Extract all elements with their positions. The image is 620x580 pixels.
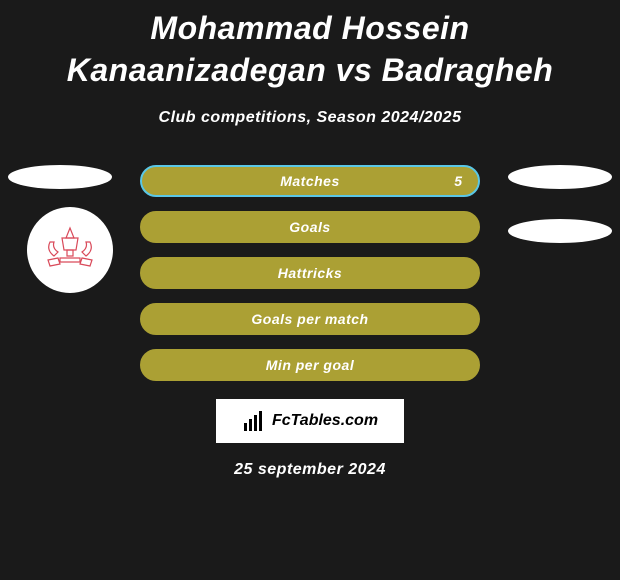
fctables-logo-icon [242,409,266,433]
stat-label: Matches [280,173,340,189]
player-badge [27,207,113,293]
stat-bar-goals: Goals [140,211,480,243]
stat-bar-min-per-goal: Min per goal [140,349,480,381]
stat-label: Hattricks [278,265,342,281]
trophy-icon [40,220,100,280]
stat-label: Goals per match [251,311,368,327]
stat-bar-matches: Matches 5 [140,165,480,197]
brand-text: FcTables.com [272,412,378,430]
stat-bar-goals-per-match: Goals per match [140,303,480,335]
stat-bar-hattricks: Hattricks [140,257,480,289]
page-title: Mohammad Hossein Kanaanizadegan vs Badra… [0,0,620,91]
page-subtitle: Club competitions, Season 2024/2025 [159,109,462,127]
stat-value: 5 [454,173,462,189]
date-text: 25 september 2024 [234,461,386,479]
infographic-container: Mohammad Hossein Kanaanizadegan vs Badra… [0,0,620,580]
brand-box: FcTables.com [216,399,404,443]
stats-area: Matches 5 Goals Hattricks Goals per matc… [0,165,620,381]
stat-label: Goals [289,219,330,235]
stat-label: Min per goal [266,357,354,373]
